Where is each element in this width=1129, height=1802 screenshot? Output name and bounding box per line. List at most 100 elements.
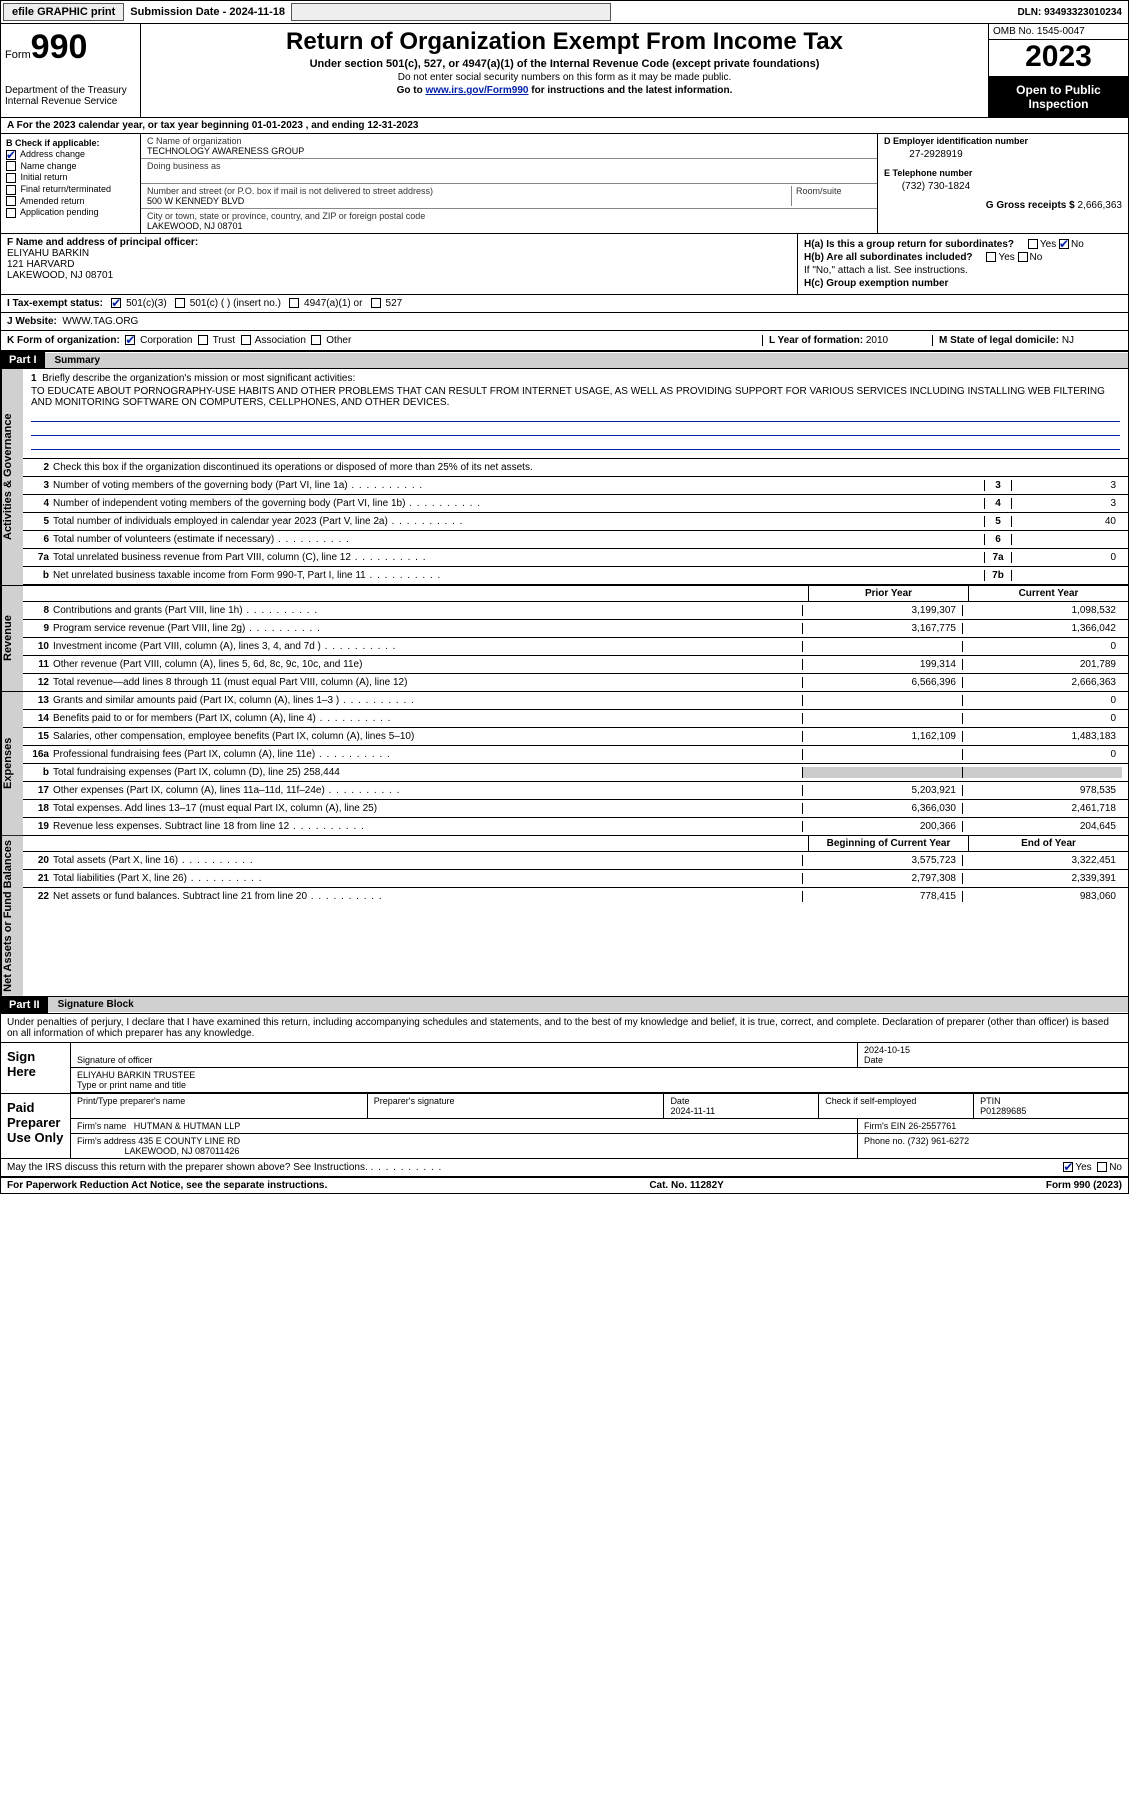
v7a: 0 xyxy=(1012,552,1122,563)
sign-here-label: Sign Here xyxy=(1,1043,71,1093)
chk-corp[interactable] xyxy=(125,335,135,345)
submission-label: Submission Date - 2024-11-18 xyxy=(126,6,289,18)
col-d: D Employer identification number 27-2928… xyxy=(878,134,1128,233)
efile-print-button[interactable]: efile GRAPHIC print xyxy=(3,3,124,21)
street-address: 500 W KENNEDY BLVD xyxy=(147,196,244,206)
officer-sig-name: ELIYAHU BARKIN TRUSTEE xyxy=(77,1070,195,1080)
chk-501c-other[interactable] xyxy=(175,298,185,308)
chk-amended-return[interactable] xyxy=(6,196,16,206)
c10: 0 xyxy=(962,641,1122,652)
chk-4947[interactable] xyxy=(289,298,299,308)
chk-trust[interactable] xyxy=(198,335,208,345)
p16a xyxy=(802,749,962,760)
p9: 3,167,775 xyxy=(802,623,962,634)
top-bar: efile GRAPHIC print Submission Date - 20… xyxy=(0,0,1129,24)
chk-final-return[interactable] xyxy=(6,185,16,195)
v6 xyxy=(1012,534,1122,545)
p8: 3,199,307 xyxy=(802,605,962,616)
side-netassets: Net Assets or Fund Balances xyxy=(1,836,23,996)
ha-yes[interactable] xyxy=(1028,239,1038,249)
mission-block: 1 Briefly describe the organization's mi… xyxy=(23,369,1128,459)
side-expenses: Expenses xyxy=(1,692,23,835)
officer-name: ELIYAHU BARKIN xyxy=(7,248,89,259)
p19: 200,366 xyxy=(802,821,962,832)
dln: DLN: 93493323010234 xyxy=(1017,7,1128,18)
firm-ein: 26-2557761 xyxy=(908,1121,956,1131)
org-name: TECHNOLOGY AWARENESS GROUP xyxy=(147,146,304,156)
form-title: Return of Organization Exempt From Incom… xyxy=(149,28,980,56)
open-inspection: Open to Public Inspection xyxy=(989,77,1128,117)
website: WWW.TAG.ORG xyxy=(62,316,138,327)
state-domicile: NJ xyxy=(1062,335,1074,346)
line-a: A For the 2023 calendar year, or tax yea… xyxy=(0,118,1129,134)
firm-phone: (732) 961-6272 xyxy=(908,1136,970,1146)
form-number: Form990 xyxy=(5,28,136,67)
chk-initial-return[interactable] xyxy=(6,173,16,183)
p20: 3,575,723 xyxy=(802,855,962,866)
chk-app-pending[interactable] xyxy=(6,208,16,218)
c13: 0 xyxy=(962,695,1122,706)
col-c: C Name of organizationTECHNOLOGY AWARENE… xyxy=(141,134,878,233)
year-formation: 2010 xyxy=(866,335,888,346)
p10 xyxy=(802,641,962,652)
p17: 5,203,921 xyxy=(802,785,962,796)
city-state-zip: LAKEWOOD, NJ 08701 xyxy=(147,221,243,231)
c21: 2,339,391 xyxy=(962,873,1122,884)
dept-treasury: Department of the Treasury Internal Reve… xyxy=(5,85,136,107)
chk-other[interactable] xyxy=(311,335,321,345)
form990-link[interactable]: www.irs.gov/Form990 xyxy=(425,85,528,96)
ptin: P01289685 xyxy=(980,1106,1026,1116)
signature-block: Under penalties of perjury, I declare th… xyxy=(0,1014,1129,1177)
v3: 3 xyxy=(1012,480,1122,491)
side-revenue: Revenue xyxy=(1,586,23,691)
mission-text: TO EDUCATE ABOUT PORNOGRAPHY-USE HABITS … xyxy=(31,386,1120,408)
hb-yes[interactable] xyxy=(986,252,996,262)
discuss-yes[interactable] xyxy=(1063,1162,1073,1172)
p14 xyxy=(802,713,962,724)
firm-addr: 435 E COUNTY LINE RD xyxy=(138,1136,240,1146)
c14: 0 xyxy=(962,713,1122,724)
chk-501c3[interactable] xyxy=(111,298,121,308)
c19: 204,645 xyxy=(962,821,1122,832)
c20: 3,322,451 xyxy=(962,855,1122,866)
gross-receipts: 2,666,363 xyxy=(1078,200,1123,211)
chk-name-change[interactable] xyxy=(6,161,16,171)
row-i: I Tax-exempt status: 501(c)(3) 501(c) ( … xyxy=(0,294,1129,312)
ha-no[interactable] xyxy=(1059,239,1069,249)
chk-527[interactable] xyxy=(371,298,381,308)
c16a: 0 xyxy=(962,749,1122,760)
row-klm: K Form of organization: Corporation Trus… xyxy=(0,330,1129,351)
c17: 978,535 xyxy=(962,785,1122,796)
section-bcd: B Check if applicable: Address change Na… xyxy=(0,134,1129,233)
discuss-no[interactable] xyxy=(1097,1162,1107,1172)
row-j: J Website: WWW.TAG.ORG xyxy=(0,312,1129,330)
telephone: (732) 730-1824 xyxy=(884,181,994,192)
c12: 2,666,363 xyxy=(962,677,1122,688)
form-subtitle: Under section 501(c), 527, or 4947(a)(1)… xyxy=(149,58,980,70)
c9: 1,366,042 xyxy=(962,623,1122,634)
part2-header: Part II Signature Block xyxy=(0,997,1129,1014)
hb-no[interactable] xyxy=(1018,252,1028,262)
c18: 2,461,718 xyxy=(962,803,1122,814)
chk-assoc[interactable] xyxy=(241,335,251,345)
tax-year: 2023 xyxy=(989,40,1128,77)
paid-preparer-label: Paid Preparer Use Only xyxy=(1,1094,71,1158)
chk-address-change[interactable] xyxy=(6,150,16,160)
form-header: Form990 Department of the Treasury Inter… xyxy=(0,24,1129,118)
goto-link-row: Go to www.irs.gov/Form990 for instructio… xyxy=(149,85,980,96)
expenses-section: Expenses 13Grants and similar amounts pa… xyxy=(0,691,1129,835)
c8: 1,098,532 xyxy=(962,605,1122,616)
p15: 1,162,109 xyxy=(802,731,962,742)
page-footer: For Paperwork Reduction Act Notice, see … xyxy=(0,1177,1129,1194)
v4: 3 xyxy=(1012,498,1122,509)
prep-date: 2024-11-11 xyxy=(670,1106,715,1116)
col-b-checkboxes: B Check if applicable: Address change Na… xyxy=(1,134,141,233)
c22: 983,060 xyxy=(962,891,1122,902)
p11: 199,314 xyxy=(802,659,962,670)
declaration: Under penalties of perjury, I declare th… xyxy=(1,1014,1128,1043)
part1-header: Part I Summary xyxy=(0,351,1129,369)
netassets-section: Net Assets or Fund Balances Beginning of… xyxy=(0,835,1129,997)
firm-name: HUTMAN & HUTMAN LLP xyxy=(134,1121,241,1131)
side-governance: Activities & Governance xyxy=(1,369,23,585)
p12: 6,566,396 xyxy=(802,677,962,688)
